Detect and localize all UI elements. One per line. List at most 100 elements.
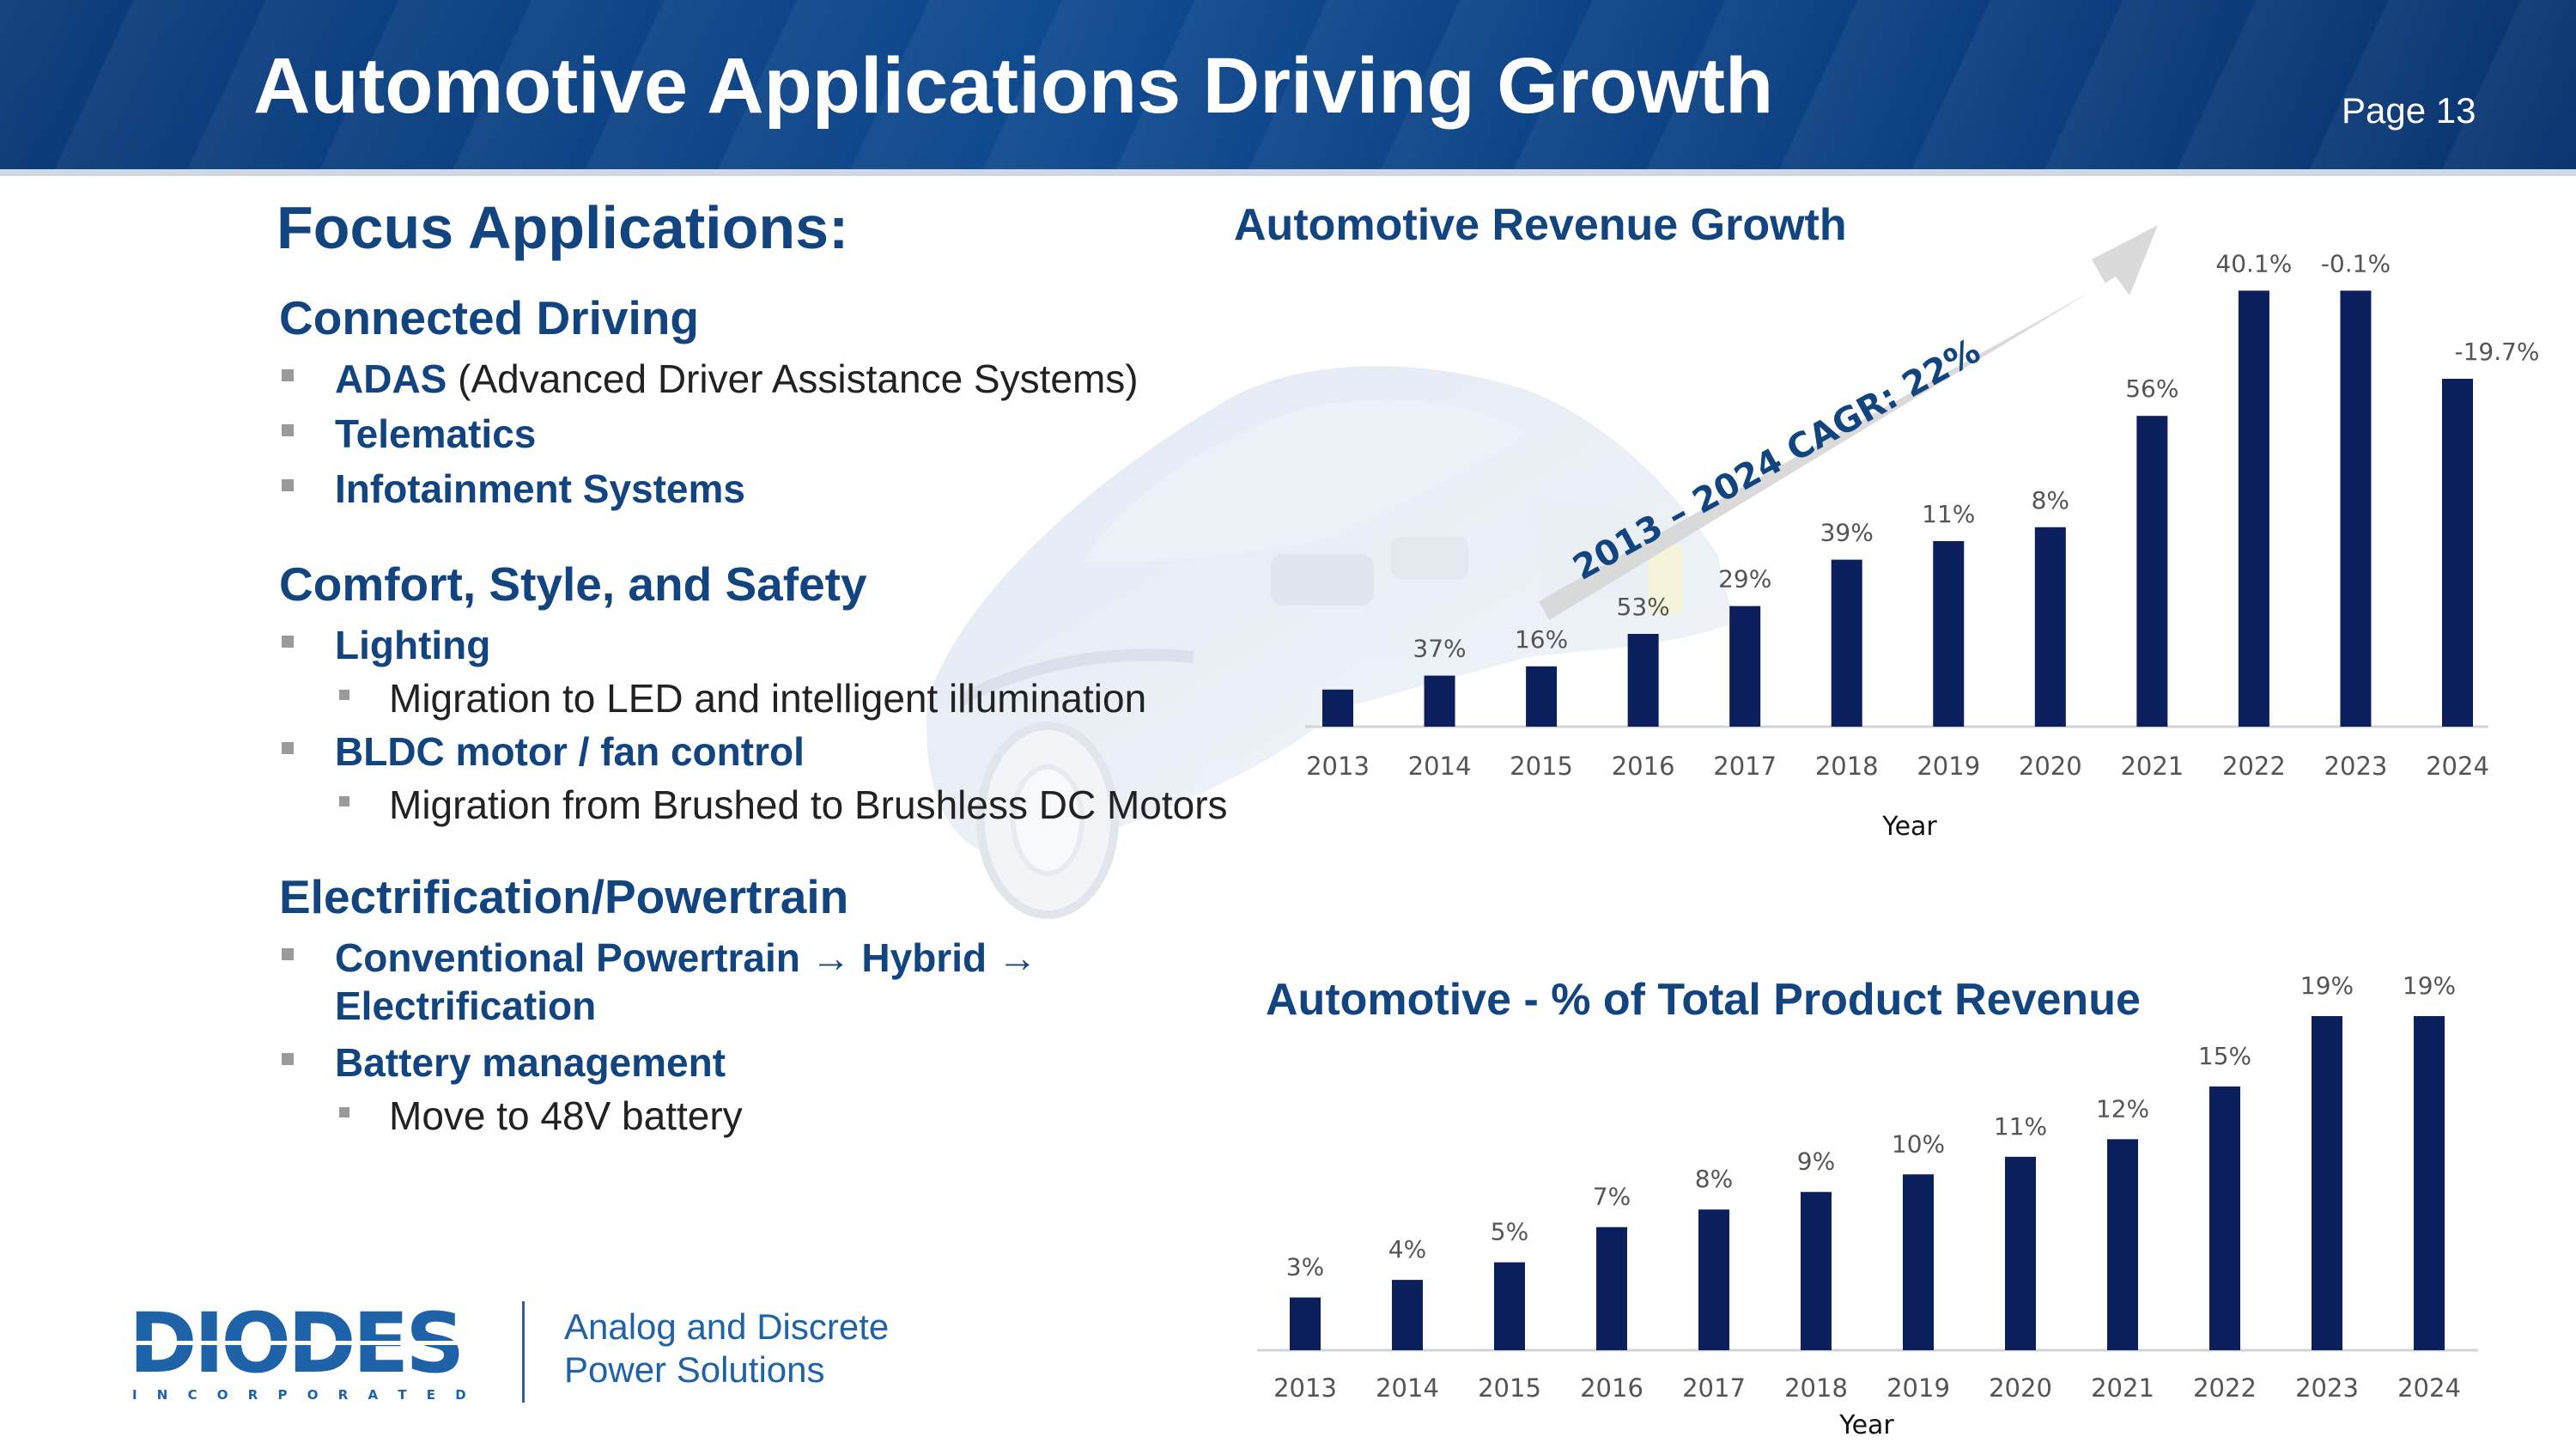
bullet-adas: ADAS (Advanced Driver Assistance Systems… <box>282 356 1139 402</box>
c2-tick-2022: 2022 <box>2193 1373 2257 1403</box>
bullet-telematics-bold: Telematics <box>335 411 537 456</box>
header-strip <box>0 169 2576 176</box>
c1-data-label-2017: 29% <box>1718 565 1771 594</box>
bullet-adas-bold: ADAS <box>335 356 447 401</box>
logo-divider <box>522 1301 525 1403</box>
bullet-lighting: Lighting <box>282 622 490 668</box>
c2-x-axis-title: Year <box>1838 1410 1894 1440</box>
c2-data-label-2023: 19% <box>2300 971 2354 1000</box>
header-banner <box>0 0 2576 176</box>
c2-data-label-2022: 15% <box>2198 1042 2251 1070</box>
c1-bar-2018 <box>1831 559 1862 727</box>
c2-data-label-2018: 9% <box>1797 1148 1835 1176</box>
c1-tick-2019: 2019 <box>1917 752 1980 781</box>
c1-bar-2013 <box>1322 689 1353 727</box>
sub-bullet-marker <box>339 1107 349 1117</box>
c2-tick-2019: 2019 <box>1886 1373 1950 1403</box>
sub-bullet-brushless: Migration from Brushed to Brushless DC M… <box>339 782 1228 828</box>
slide-title: Automotive Applications Driving Growth <box>253 42 1774 130</box>
c1-bar-2015 <box>1526 666 1558 727</box>
c1-data-label-2024: -19.7% <box>2454 338 2539 366</box>
c2-data-label-2014: 4% <box>1388 1235 1426 1263</box>
focus-applications-panel: Focus Applications: <box>276 193 1247 262</box>
bullet-electrification-cont: Electrification <box>335 983 596 1029</box>
c1-data-label-2014: 37% <box>1413 635 1466 663</box>
bullet-marker <box>282 636 294 648</box>
c2-bar-2015 <box>1494 1262 1525 1350</box>
c1-tick-2020: 2020 <box>2019 752 2082 781</box>
cagr-arrow-shape <box>1539 225 2158 620</box>
c2-data-label-2021: 12% <box>2096 1094 2149 1123</box>
section-comfort-style-safety: Comfort, Style, and Safety <box>279 557 867 611</box>
chart1-title: Automotive Revenue Growth <box>1234 200 1847 250</box>
c2-bar-2021 <box>2107 1139 2138 1350</box>
bullet-adas-rest: (Advanced Driver Assistance Systems) <box>447 356 1139 401</box>
bullet-bldc-bold: BLDC motor / fan control <box>335 729 805 774</box>
c2-bar-2017 <box>1698 1209 1729 1350</box>
logo-tagline: Analog and Discrete Power Solutions <box>564 1306 889 1391</box>
c2-bar-2016 <box>1596 1227 1627 1350</box>
c2-tick-2020: 2020 <box>1989 1373 2052 1403</box>
c1-data-label-2018: 39% <box>1820 519 1874 547</box>
c2-data-label-2024: 19% <box>2403 971 2456 1000</box>
logo-wordmark: DIODES <box>129 1301 461 1391</box>
c1-data-label-2020: 8% <box>2032 486 2069 514</box>
c2-bar-2013 <box>1290 1297 1321 1350</box>
c2-bar-2023 <box>2312 1016 2342 1350</box>
c2-tick-2016: 2016 <box>1580 1373 1643 1403</box>
c2-tick-2023: 2023 <box>2295 1373 2359 1403</box>
bullet-telematics: Telematics <box>282 411 537 457</box>
c2-data-label-2017: 8% <box>1695 1165 1733 1193</box>
c2-tick-2014: 2014 <box>1376 1373 1439 1403</box>
bullet-marker <box>282 1053 294 1065</box>
c1-data-label-2016: 53% <box>1617 593 1670 621</box>
logo-incorporated: I N C O R P O R A T E D <box>132 1387 474 1403</box>
c1-bar-2024 <box>2442 379 2473 727</box>
sub-bullet-marker <box>339 796 349 807</box>
c2-data-label-2015: 5% <box>1491 1218 1528 1246</box>
c2-data-label-2016: 7% <box>1593 1183 1631 1211</box>
c2-bar-2024 <box>2414 1016 2445 1350</box>
c2-data-label-2013: 3% <box>1286 1253 1324 1282</box>
c1-tick-2018: 2018 <box>1815 752 1879 781</box>
tagline-line-2: Power Solutions <box>564 1349 825 1390</box>
c2-bar-2014 <box>1392 1280 1423 1350</box>
bullet-infotainment: Infotainment Systems <box>282 466 745 512</box>
bullet-powertrain: Conventional Powertrain → Hybrid → <box>282 935 1037 981</box>
c2-data-label-2020: 11% <box>1994 1112 2047 1141</box>
bullet-infotainment-bold: Infotainment Systems <box>335 466 745 511</box>
bullet-electrification-bold: Electrification <box>335 983 597 1028</box>
c1-bar-2020 <box>2034 527 2066 727</box>
c1-tick-2023: 2023 <box>2324 752 2388 781</box>
sub-bullet-brushless-text: Migration from Brushed to Brushless DC M… <box>389 782 1228 827</box>
c1-data-label-2015: 16% <box>1515 625 1568 654</box>
c2-tick-2018: 2018 <box>1784 1373 1848 1403</box>
bullet-marker <box>282 948 294 960</box>
c2-tick-2015: 2015 <box>1478 1373 1541 1403</box>
bullet-powertrain-bold: Conventional Powertrain → Hybrid → <box>335 935 1037 980</box>
c2-tick-2017: 2017 <box>1682 1373 1746 1403</box>
bullet-battery-bold: Battery management <box>335 1040 726 1085</box>
c1-data-label-2022: 40.1% <box>2215 249 2292 277</box>
bullet-marker <box>282 479 294 491</box>
c1-bar-2014 <box>1424 675 1455 727</box>
c1-data-label-2023: -0.1% <box>2321 249 2391 277</box>
c1-tick-2013: 2013 <box>1306 752 1370 781</box>
c1-data-label-2021: 56% <box>2125 374 2178 403</box>
c2-tick-2013: 2013 <box>1273 1373 1337 1403</box>
c1-bar-2019 <box>1933 541 1965 727</box>
car-background-image <box>926 366 1735 919</box>
section-connected-driving: Connected Driving <box>279 291 699 344</box>
c1-tick-2014: 2014 <box>1408 752 1472 781</box>
bullet-battery: Battery management <box>282 1039 726 1086</box>
c2-bar-2019 <box>1903 1174 1934 1350</box>
logo-stripe <box>129 1341 472 1345</box>
header-sheen <box>0 0 2576 176</box>
sub-bullet-48v-text: Move to 48V battery <box>389 1093 743 1138</box>
c2-tick-2024: 2024 <box>2397 1373 2461 1403</box>
bullet-bldc: BLDC motor / fan control <box>282 728 805 775</box>
focus-heading: Focus Applications: <box>276 194 849 261</box>
c1-bar-2016 <box>1627 634 1659 727</box>
